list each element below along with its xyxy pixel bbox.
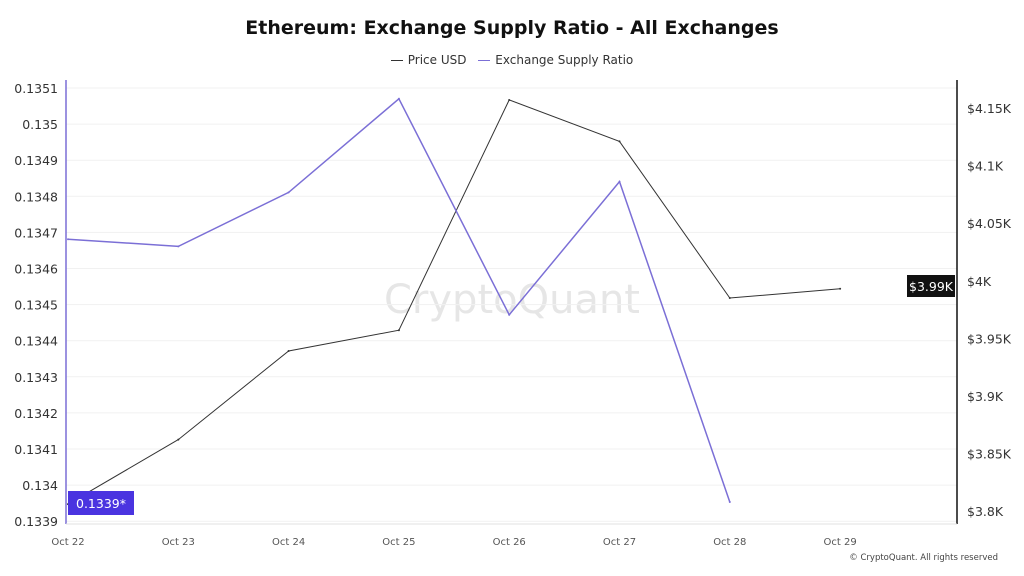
left-tick-label: 0.1343 (14, 370, 58, 385)
left-value-marker (68, 491, 134, 515)
right-value-marker (907, 275, 955, 297)
data-point-ratio (287, 191, 290, 194)
right-tick-label: $4.15K (967, 101, 1012, 116)
data-point-ratio (508, 313, 511, 316)
legend-item-price[interactable]: Price USD (390, 53, 467, 68)
copyright: © CryptoQuant. All rights reserved (849, 553, 998, 563)
data-point-price (287, 349, 290, 352)
right-value-marker-label: $3.99K (909, 279, 954, 294)
data-point-price (618, 140, 621, 143)
left-tick-label: 0.1344 (14, 334, 58, 349)
x-tick-label: Oct 24 (272, 537, 305, 548)
x-tick-label: Oct 26 (493, 537, 526, 548)
left-tick-label: 0.1351 (14, 81, 58, 96)
data-point-price (728, 296, 731, 299)
x-tick-label: Oct 28 (713, 537, 746, 548)
left-tick-label: 0.1345 (14, 298, 58, 313)
legend-item-ratio[interactable]: Exchange Supply Ratio (478, 53, 633, 67)
legend: Price USD Exchange Supply Ratio (0, 50, 1024, 67)
x-tick-label: Oct 22 (51, 537, 84, 548)
watermark: CryptoQuant (384, 277, 640, 323)
right-tick-label: $3.9K (967, 389, 1004, 404)
left-tick-label: 0.1349 (14, 153, 58, 168)
data-point-ratio (618, 180, 621, 183)
legend-label-ratio: Exchange Supply Ratio (495, 53, 634, 68)
data-point-price (397, 329, 400, 332)
x-tick-label: Oct 23 (162, 537, 195, 548)
right-tick-label: $4.05K (967, 216, 1012, 231)
right-tick-label: $3.85K (967, 447, 1012, 462)
left-value-marker-label: 0.1339* (76, 496, 126, 511)
left-tick-label: 0.1346 (14, 262, 58, 277)
data-point-ratio (177, 245, 180, 248)
left-tick-label: 0.134 (22, 478, 58, 493)
data-point-price (508, 98, 511, 101)
left-tick-label: 0.1347 (14, 225, 58, 240)
data-point-price (177, 438, 180, 441)
data-point-ratio (728, 501, 731, 503)
data-point-ratio (397, 97, 400, 100)
x-tick-label: Oct 29 (823, 537, 856, 548)
left-tick-label: 0.1339 (14, 514, 58, 529)
right-tick-label: $4K (967, 274, 992, 289)
legend-label-price: Price USD (407, 53, 467, 68)
legend-swatch-price (390, 59, 403, 61)
data-point-ratio (67, 238, 69, 241)
right-tick-label: $3.8K (967, 504, 1004, 519)
x-tick-label: Oct 25 (382, 537, 415, 548)
right-tick-label: $4.1K (967, 159, 1004, 174)
chart-title: Ethereum: Exchange Supply Ratio - All Ex… (245, 17, 779, 39)
left-tick-label: 0.1341 (14, 442, 58, 457)
x-tick-label: Oct 27 (603, 537, 636, 548)
left-tick-label: 0.1342 (14, 406, 58, 421)
left-tick-label: 0.1348 (14, 189, 58, 204)
left-tick-label: 0.135 (22, 117, 58, 132)
series-line-price (67, 99, 841, 505)
right-tick-label: $3.95K (967, 331, 1012, 346)
data-point-price (839, 287, 842, 290)
legend-swatch-ratio (478, 59, 491, 61)
